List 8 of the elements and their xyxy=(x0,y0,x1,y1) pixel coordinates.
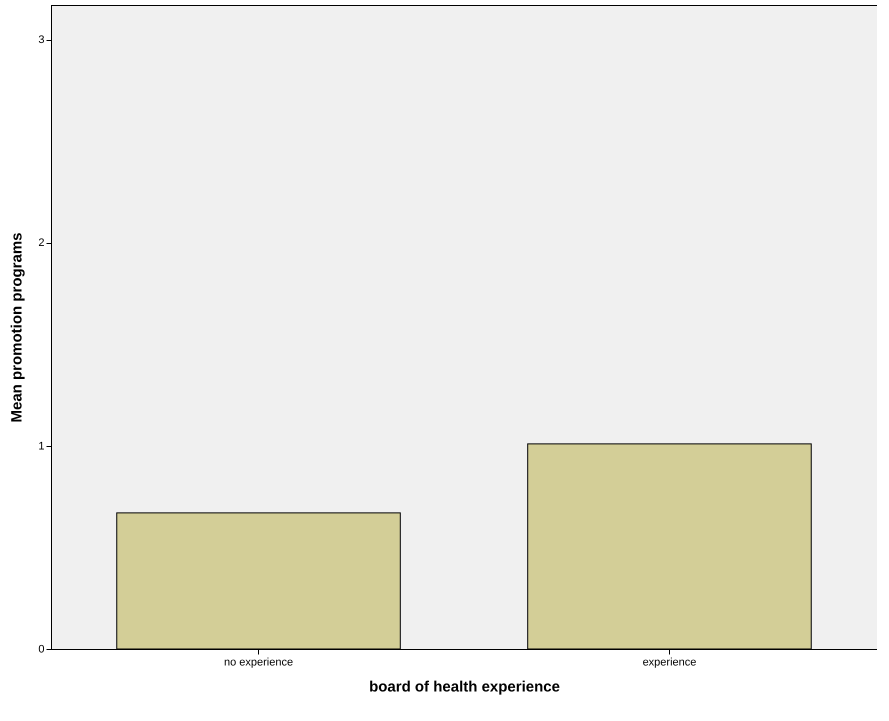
x-axis-title: board of health experience xyxy=(369,678,560,696)
y-tick-label: 1 xyxy=(38,440,44,452)
y-tick-label: 3 xyxy=(38,34,44,46)
x-tick-label: experience xyxy=(642,656,696,668)
y-tick-label: 2 xyxy=(38,237,44,250)
y-tick-label: 0 xyxy=(38,644,44,656)
x-tick-label: no experience xyxy=(224,656,294,668)
y-axis-title: Mean promotion programs xyxy=(8,232,26,423)
